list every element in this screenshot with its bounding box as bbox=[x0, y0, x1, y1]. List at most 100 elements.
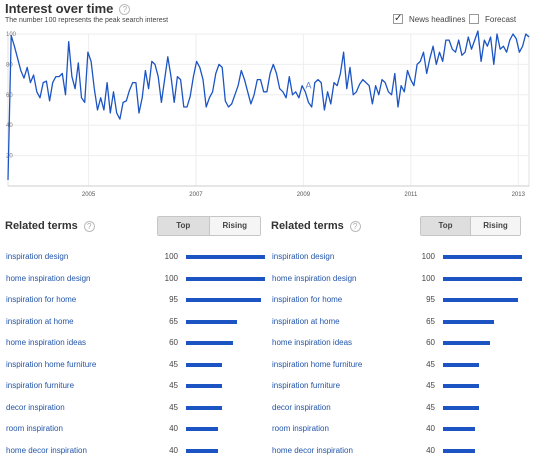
related-term-row[interactable]: room inspiration 40 bbox=[5, 422, 267, 444]
related-term-value: 45 bbox=[426, 381, 435, 390]
tab-rising[interactable]: Rising bbox=[470, 217, 520, 235]
related-terms-title-text: Related terms bbox=[5, 220, 78, 232]
related-term-bar bbox=[186, 405, 222, 410]
related-term-link[interactable]: decor inspiration bbox=[6, 402, 65, 412]
related-term-value: 95 bbox=[426, 295, 435, 304]
related-term-link[interactable]: inspiration home furniture bbox=[6, 359, 97, 369]
related-term-bar bbox=[443, 427, 475, 431]
related-term-link[interactable]: inspiration design bbox=[272, 252, 335, 261]
interest-chart[interactable]: 100 80 60 40 20 2005 2007 2009 2011 2013 A bbox=[0, 29, 535, 201]
news-headlines-checkbox[interactable]: ✓ bbox=[393, 13, 403, 24]
related-term-bar bbox=[443, 362, 479, 367]
related-term-row[interactable]: inspiration at home 65 bbox=[271, 315, 533, 337]
related-term-value: 100 bbox=[421, 252, 435, 261]
related-term-row[interactable]: inspiration design 100 bbox=[271, 250, 533, 272]
related-term-row[interactable]: home decor inspiration 40 bbox=[5, 444, 267, 466]
related-term-row[interactable]: inspiration home furniture 45 bbox=[5, 358, 267, 380]
related-term-row[interactable]: home inspiration ideas 60 bbox=[271, 336, 533, 358]
related-term-value: 100 bbox=[421, 273, 435, 283]
related-term-value: 95 bbox=[169, 295, 178, 304]
related-term-row[interactable]: inspiration at home 65 bbox=[5, 315, 267, 337]
related-term-bar bbox=[186, 298, 262, 302]
related-term-link[interactable]: home decor inspiration bbox=[6, 445, 87, 455]
x-tick-label: 2011 bbox=[404, 192, 418, 198]
related-term-bar bbox=[186, 427, 218, 431]
related-term-bar bbox=[443, 319, 495, 324]
related-term-value: 45 bbox=[426, 359, 435, 369]
related-term-row[interactable]: decor inspiration 45 bbox=[5, 401, 267, 423]
tab-top[interactable]: Top bbox=[158, 217, 209, 235]
top-rising-toggle[interactable]: Top Rising bbox=[420, 216, 521, 236]
related-term-row[interactable]: inspiration for home 95 bbox=[271, 293, 533, 315]
related-term-value: 65 bbox=[169, 316, 178, 326]
x-tick-label: 2009 bbox=[297, 192, 311, 198]
plot-frame bbox=[7, 33, 530, 187]
related-term-link[interactable]: inspiration for home bbox=[272, 295, 343, 304]
related-term-bar bbox=[186, 341, 234, 345]
y-tick-label: 20 bbox=[6, 154, 13, 160]
related-terms-list: inspiration design 100 home inspiration de… bbox=[5, 250, 267, 465]
related-term-link[interactable]: home inspiration ideas bbox=[6, 338, 87, 347]
related-term-row[interactable]: inspiration home furniture 45 bbox=[271, 358, 533, 380]
related-term-bar bbox=[443, 405, 479, 410]
related-term-bar bbox=[443, 276, 522, 281]
related-term-value: 45 bbox=[169, 381, 178, 390]
related-term-row[interactable]: home decor inspiration 40 bbox=[271, 444, 533, 466]
help-icon[interactable]: ? bbox=[119, 4, 131, 16]
tab-top[interactable]: Top bbox=[421, 217, 470, 235]
related-term-row[interactable]: room inspiration 40 bbox=[271, 422, 533, 444]
search-interest-line bbox=[7, 30, 530, 180]
related-term-value: 40 bbox=[426, 424, 435, 433]
related-term-bar bbox=[186, 276, 265, 281]
related-term-link[interactable]: room inspiration bbox=[272, 424, 329, 433]
related-term-row[interactable]: inspiration furniture 45 bbox=[5, 379, 267, 401]
related-term-link[interactable]: inspiration furniture bbox=[6, 381, 75, 390]
news-headlines-option[interactable]: ✓ News headlines bbox=[393, 14, 465, 24]
related-term-bar bbox=[186, 362, 222, 367]
help-icon[interactable]: ? bbox=[83, 220, 95, 232]
related-term-link[interactable]: decor inspiration bbox=[272, 402, 331, 412]
related-term-bar bbox=[186, 319, 238, 324]
related-term-link[interactable]: inspiration at home bbox=[272, 316, 340, 326]
tab-rising[interactable]: Rising bbox=[208, 217, 260, 235]
related-term-link[interactable]: inspiration home furniture bbox=[272, 359, 363, 369]
forecast-checkbox[interactable] bbox=[469, 14, 479, 24]
related-term-bar bbox=[186, 255, 265, 259]
related-term-row[interactable]: home inspiration design 100 bbox=[271, 272, 533, 294]
chart-title: Interest over time? bbox=[5, 1, 131, 16]
related-term-row[interactable]: inspiration design 100 bbox=[5, 250, 267, 272]
related-term-link[interactable]: inspiration at home bbox=[6, 316, 74, 326]
related-terms-title: Related terms? bbox=[5, 220, 95, 232]
related-term-value: 45 bbox=[169, 359, 178, 369]
forecast-label: Forecast bbox=[485, 14, 517, 24]
related-terms-title: Related terms? bbox=[271, 220, 361, 232]
related-term-value: 60 bbox=[169, 338, 178, 347]
related-term-value: 65 bbox=[426, 316, 435, 326]
top-rising-toggle[interactable]: Top Rising bbox=[157, 216, 261, 236]
help-icon[interactable]: ? bbox=[349, 220, 361, 232]
related-term-link[interactable]: inspiration design bbox=[6, 252, 69, 261]
related-term-link[interactable]: home inspiration design bbox=[6, 273, 91, 283]
related-term-link[interactable]: home decor inspiration bbox=[272, 445, 353, 455]
forecast-option[interactable]: Forecast bbox=[469, 14, 516, 24]
related-terms-list: inspiration design 100 home inspiration de… bbox=[271, 250, 533, 465]
related-term-value: 60 bbox=[426, 338, 435, 347]
related-term-link[interactable]: home inspiration ideas bbox=[272, 338, 353, 347]
related-term-bar bbox=[443, 341, 491, 345]
related-term-row[interactable]: home inspiration ideas 60 bbox=[5, 336, 267, 358]
related-term-value: 40 bbox=[169, 445, 178, 455]
related-term-bar bbox=[443, 255, 522, 259]
related-term-link[interactable]: home inspiration design bbox=[272, 273, 357, 283]
x-tick-label: 2005 bbox=[82, 192, 96, 198]
related-term-row[interactable]: inspiration for home 95 bbox=[5, 293, 267, 315]
related-term-link[interactable]: inspiration for home bbox=[6, 295, 77, 304]
related-term-row[interactable]: inspiration furniture 45 bbox=[271, 379, 533, 401]
related-term-row[interactable]: decor inspiration 45 bbox=[271, 401, 533, 423]
related-term-bar bbox=[443, 298, 519, 302]
related-term-value: 45 bbox=[426, 402, 435, 412]
related-term-row[interactable]: home inspiration design 100 bbox=[5, 272, 267, 294]
related-term-link[interactable]: room inspiration bbox=[6, 424, 63, 433]
related-term-link[interactable]: inspiration furniture bbox=[272, 381, 341, 390]
related-term-value: 40 bbox=[169, 424, 178, 433]
